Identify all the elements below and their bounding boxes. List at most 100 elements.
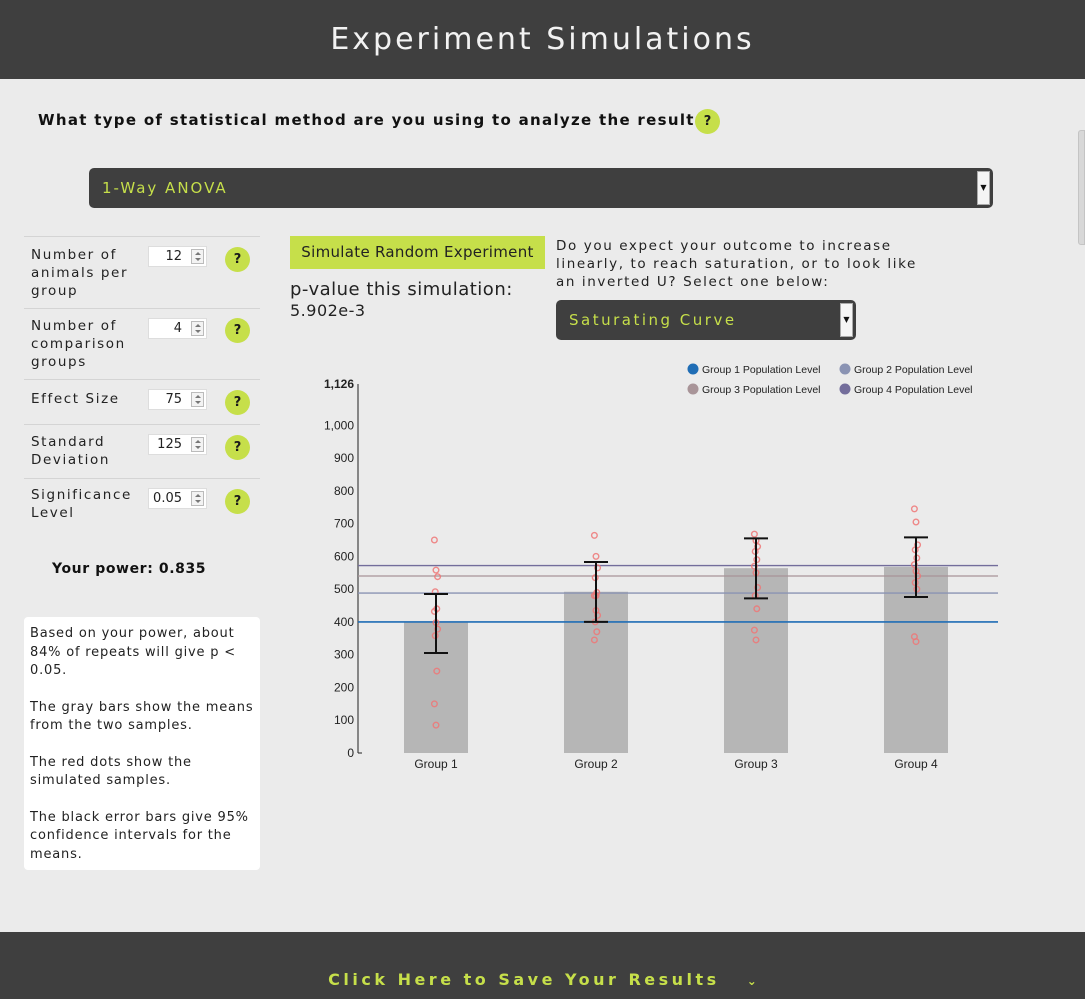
y-tick-label: 100 xyxy=(334,713,354,727)
method-select[interactable]: 1-Way ANOVA ▼ xyxy=(89,168,993,208)
legend-label: Group 2 Population Level xyxy=(854,364,973,376)
comparison-groups-input[interactable]: 4 xyxy=(148,318,207,339)
save-results-button[interactable]: Click Here to Save Your Results ⌄ xyxy=(0,970,1085,989)
param-label: Number of animals per group xyxy=(31,247,129,299)
effect-size-input[interactable]: 75 xyxy=(148,389,207,410)
param-label: Effect Size xyxy=(31,391,120,407)
param-row-significance: Significance Level 0.05 ? xyxy=(24,478,260,528)
info-text: The red dots show the simulated samples. xyxy=(30,754,192,789)
footer: Click Here to Save Your Results ⌄ xyxy=(0,932,1085,999)
curve-select-value: Saturating Curve xyxy=(569,311,737,329)
sample-dot xyxy=(430,607,438,615)
x-tick-label: Group 2 xyxy=(574,757,618,771)
power-readout: Your power: 0.835 xyxy=(52,561,207,577)
sample-dot xyxy=(590,636,598,644)
sample-dot xyxy=(910,505,918,513)
legend-swatch xyxy=(839,383,851,395)
pvalue-value: 5.902e-3 xyxy=(290,301,366,320)
sample-dot xyxy=(910,561,918,569)
x-tick-label: Group 3 xyxy=(734,757,778,771)
method-help-icon[interactable]: ? xyxy=(695,109,720,134)
spinner-value: 0.05 xyxy=(153,491,182,506)
y-tick-label: 200 xyxy=(334,680,354,694)
legend-label: Group 4 Population Level xyxy=(854,384,973,396)
app-header: Experiment Simulations xyxy=(0,0,1085,79)
sample-dot xyxy=(590,531,598,539)
y-tick-label: 700 xyxy=(334,517,354,531)
sample-dot xyxy=(912,638,920,646)
legend-label: Group 3 Population Level xyxy=(702,384,821,396)
sample-dot xyxy=(594,564,602,572)
y-tick-label: 0 xyxy=(347,746,354,760)
sample-dot xyxy=(433,667,441,675)
help-icon[interactable]: ? xyxy=(225,489,250,514)
sample-dot xyxy=(750,530,758,538)
legend-swatch xyxy=(839,363,851,375)
sample-dot xyxy=(592,552,600,560)
scrollbar[interactable] xyxy=(1078,130,1085,245)
sample-dot xyxy=(750,626,758,634)
info-text: The black error bars give 95% confidence… xyxy=(30,809,249,862)
sample-dot xyxy=(594,611,602,619)
y-tick-label: 300 xyxy=(334,648,354,662)
sample-dot xyxy=(754,584,762,592)
chevron-down-icon: ⌄ xyxy=(746,974,757,988)
legend-swatch xyxy=(687,363,699,375)
spinner-arrows-icon[interactable] xyxy=(191,392,204,407)
method-question: What type of statistical method are you … xyxy=(38,111,715,129)
spinner-value: 125 xyxy=(157,437,182,452)
help-icon[interactable]: ? xyxy=(225,435,250,460)
legend-swatch xyxy=(687,383,699,395)
sample-dot xyxy=(914,572,922,580)
sample-dot xyxy=(432,721,440,729)
legend-label: Group 1 Population Level xyxy=(702,364,821,376)
y-tick-label: 900 xyxy=(334,451,354,465)
sample-dot xyxy=(434,625,442,633)
page-title: Experiment Simulations xyxy=(330,22,755,57)
sample-dot xyxy=(430,536,438,544)
results-chart: 0 100 200 300 400 500 600 700 800 900 1,000 1,126 Gr… xyxy=(324,363,998,771)
spinner-arrows-icon[interactable] xyxy=(191,491,204,506)
y-tick-label: 800 xyxy=(334,484,354,498)
y-tick-label: 500 xyxy=(334,582,354,596)
info-text: Based on your power, about 84% of repeat… xyxy=(30,626,236,678)
sample-dot xyxy=(750,562,758,570)
spinner-arrows-icon[interactable] xyxy=(191,321,204,336)
sample-dot xyxy=(434,573,442,581)
info-box: Based on your power, about 84% of repeat… xyxy=(24,617,260,870)
param-label: Number of comparison groups xyxy=(31,318,126,370)
param-row-std-dev: Standard Deviation 125 ? xyxy=(24,424,260,478)
param-row-animals: Number of animals per group 12 ? xyxy=(24,236,260,308)
y-max-label: 1,126 xyxy=(324,377,354,391)
spinner-arrows-icon[interactable] xyxy=(191,437,204,452)
chevron-down-icon[interactable]: ▼ xyxy=(840,303,853,337)
param-label: Standard Deviation xyxy=(31,434,110,468)
sample-dot xyxy=(430,700,438,708)
y-tick-label: 1,000 xyxy=(324,418,354,432)
simulate-button[interactable]: Simulate Random Experiment xyxy=(290,236,545,269)
help-icon[interactable]: ? xyxy=(225,247,250,272)
spinner-value: 75 xyxy=(165,392,182,407)
x-tick-label: Group 1 xyxy=(414,757,458,771)
sample-dot xyxy=(753,605,761,613)
param-row-effect-size: Effect Size 75 ? xyxy=(24,379,260,424)
x-tick-label: Group 4 xyxy=(894,757,938,771)
spinner-arrows-icon[interactable] xyxy=(191,249,204,264)
info-text: The gray bars show the means from the tw… xyxy=(30,699,254,734)
method-select-value: 1-Way ANOVA xyxy=(102,179,228,197)
help-icon[interactable]: ? xyxy=(225,318,250,343)
save-results-label: Click Here to Save Your Results xyxy=(328,970,720,989)
std-dev-input[interactable]: 125 xyxy=(148,434,207,455)
sample-dot xyxy=(432,566,440,574)
param-row-groups: Number of comparison groups 4 ? xyxy=(24,308,260,379)
animals-per-group-input[interactable]: 12 xyxy=(148,246,207,267)
help-icon[interactable]: ? xyxy=(225,390,250,415)
param-label: Significance Level xyxy=(31,487,132,521)
spinner-value: 12 xyxy=(165,249,182,264)
significance-input[interactable]: 0.05 xyxy=(148,488,207,509)
curve-select[interactable]: Saturating Curve ▼ xyxy=(556,300,856,340)
pvalue-label: p-value this simulation: xyxy=(290,279,513,300)
sample-dot xyxy=(593,628,601,636)
chevron-down-icon[interactable]: ▼ xyxy=(977,171,990,205)
y-tick-label: 400 xyxy=(334,615,354,629)
